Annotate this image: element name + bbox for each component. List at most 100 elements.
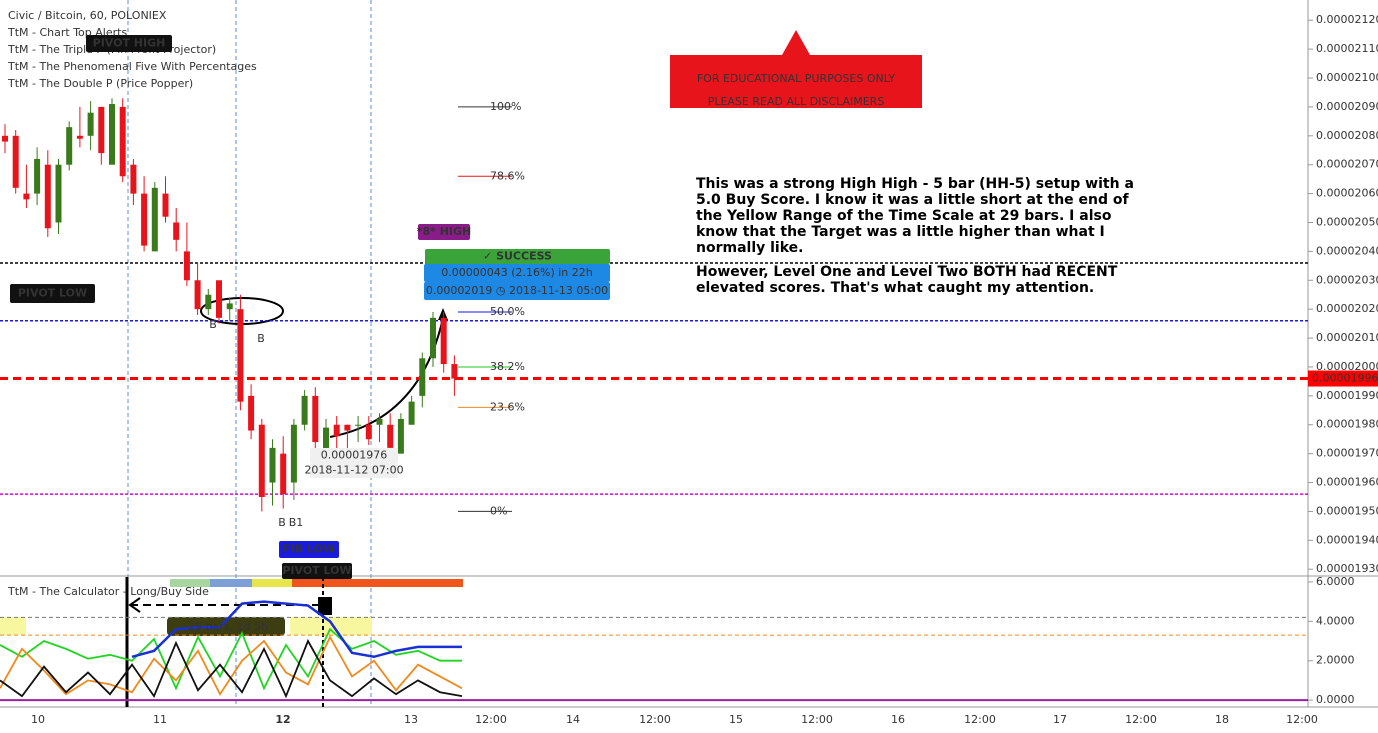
- y-tick-label: 0.00002070: [1316, 158, 1378, 171]
- fib-label: 38.2%: [490, 360, 525, 373]
- y-tick-label: 0.00002060: [1316, 187, 1378, 200]
- candle-body: [312, 395, 319, 443]
- candle-body: [151, 187, 158, 252]
- x-tick-label: 12: [275, 713, 290, 726]
- indicator-line: [0, 638, 463, 699]
- candle-body: [66, 127, 73, 165]
- y-tick-label: 0.00001970: [1316, 447, 1378, 460]
- candle-body: [23, 193, 30, 200]
- x-tick-label: 10: [31, 713, 45, 726]
- candle-body: [397, 418, 404, 454]
- fib-label: 23.6%: [490, 400, 525, 413]
- annotation: FOR EDUCATIONAL PURPOSES ONLY: [697, 72, 896, 85]
- note-line: know that the Target was a little higher…: [696, 224, 1105, 240]
- y-tick-label: 6.0000: [1316, 575, 1355, 588]
- candle-body: [44, 164, 51, 229]
- panel-title: TtM - The Calculator - Long/Buy Side: [7, 585, 209, 598]
- x-tick-label: 12:00: [964, 713, 996, 726]
- annotation: 0.00001976: [321, 449, 387, 462]
- indicator-line: [0, 627, 462, 691]
- candle-body: [173, 222, 180, 240]
- disclaimer-box: [670, 55, 922, 108]
- price-label: 0.00001996: [1312, 372, 1378, 385]
- x-tick-label: 17: [1053, 713, 1067, 726]
- arrow-head: [128, 597, 141, 613]
- candle-body: [258, 424, 265, 497]
- candle-body: [419, 358, 426, 396]
- candle-body: [130, 164, 137, 194]
- fib-label: 78.6%: [490, 169, 525, 182]
- annotation: 0.00000043 (2.16%) in 22h: [441, 266, 593, 279]
- candle-body: [183, 251, 190, 281]
- candle-body: [408, 401, 415, 425]
- note-line: normally like.: [696, 240, 803, 256]
- candle-body: [344, 424, 351, 431]
- annotation: PIVOT LOW: [18, 287, 87, 300]
- candle-body: [269, 447, 276, 483]
- candle-body: [237, 309, 244, 402]
- candle-body: [301, 395, 308, 425]
- indicator-label: TtM - The Double P (Price Popper): [7, 77, 193, 90]
- indicator-line: [131, 600, 462, 659]
- candle-body: [12, 135, 19, 188]
- note-line: This was a strong High High - 5 bar (HH-…: [696, 176, 1134, 192]
- annotation: 0.00002019 ◷ 2018-11-13 05:00: [426, 284, 608, 297]
- y-tick-label: 0.00002110: [1316, 42, 1378, 55]
- bars-label: -29 bars, 1d 5h: [184, 620, 268, 633]
- y-tick-label: 0.00001980: [1316, 418, 1378, 431]
- annotation-box: [310, 448, 398, 463]
- annotation-box: [425, 249, 610, 264]
- candle-body: [34, 158, 41, 194]
- y-tick-label: 0.00001990: [1316, 389, 1378, 402]
- candle-body: [87, 112, 94, 136]
- bars-pill: [167, 617, 285, 636]
- x-tick-label: 16: [891, 713, 905, 726]
- candle-body: [323, 427, 329, 454]
- annotation: PIVOT LOW: [282, 564, 351, 577]
- note-line: 5.0 Buy Score. I know it was a little sh…: [696, 192, 1130, 208]
- x-tick-label: 15: [729, 713, 743, 726]
- marker-block: [318, 597, 332, 615]
- annotation-box: [310, 463, 398, 478]
- yellow-zone: [0, 617, 26, 635]
- annotation: B: [209, 318, 217, 331]
- note-line: the Yellow Range of the Time Scale at 29…: [696, 208, 1112, 224]
- annotation: 2018-11-12 07:00: [304, 464, 403, 477]
- annotation: FIB LOW: [283, 543, 335, 556]
- candle-body: [387, 424, 394, 448]
- candle-body: [98, 106, 105, 154]
- y-tick-label: 0.00001960: [1316, 476, 1378, 489]
- y-tick-label: 0.00001940: [1316, 533, 1378, 546]
- candle-body: [365, 424, 372, 440]
- candle-body: [248, 395, 255, 431]
- time-range-bar: [292, 579, 463, 587]
- annotation-box: [10, 284, 95, 303]
- x-tick-label: 12:00: [475, 713, 507, 726]
- candle-body: [141, 193, 148, 246]
- candle-body: [216, 280, 222, 318]
- annotation-box: [424, 282, 610, 300]
- x-tick-label: 12:00: [639, 713, 671, 726]
- candle-body: [355, 424, 362, 426]
- y-tick-label: 0.0000: [1316, 693, 1355, 706]
- yellow-zone: [290, 617, 372, 635]
- candle-body: [280, 453, 287, 495]
- time-range-bar: [252, 579, 292, 587]
- candle-body: [440, 317, 447, 365]
- annotation-box: [418, 224, 470, 240]
- x-tick-label: 12:00: [1125, 713, 1157, 726]
- time-range-bar: [170, 579, 210, 587]
- disclaimer-pointer: [782, 30, 810, 55]
- y-tick-label: 0.00002090: [1316, 100, 1378, 113]
- candle-body: [333, 424, 340, 437]
- y-tick-label: 0.00002120: [1316, 13, 1378, 26]
- annotation-box: [424, 264, 610, 282]
- annotation-box: [282, 563, 352, 579]
- x-tick-label: 18: [1215, 713, 1229, 726]
- candle-body: [205, 294, 212, 310]
- candle-body: [430, 317, 436, 359]
- x-tick-label: 12:00: [1286, 713, 1318, 726]
- arrow-head: [438, 308, 448, 320]
